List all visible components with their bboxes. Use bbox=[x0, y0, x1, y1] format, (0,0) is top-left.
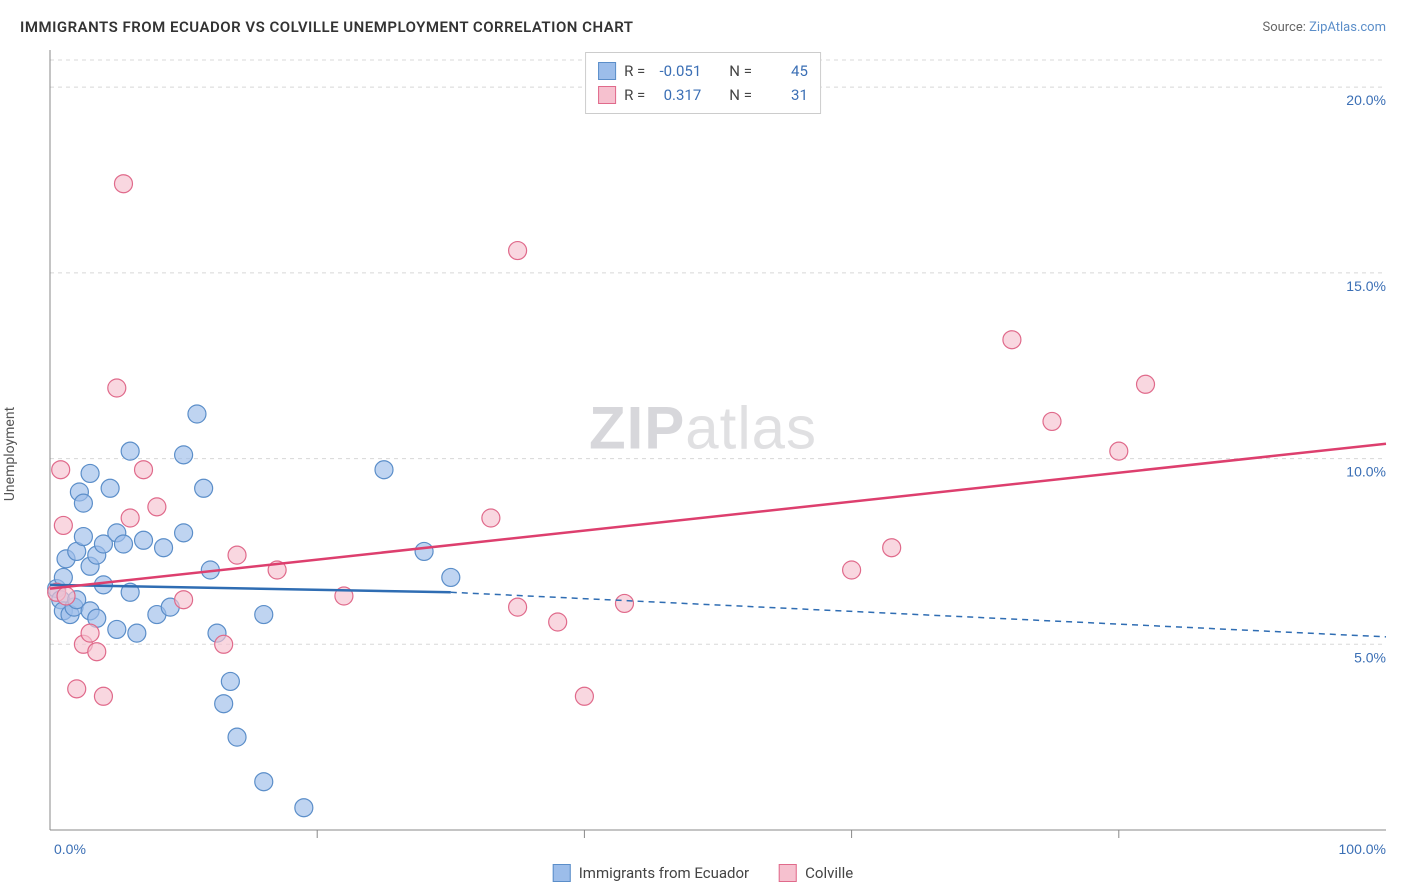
legend-row-ecuador: R = -0.051 N = 45 bbox=[598, 59, 808, 83]
swatch-colville bbox=[598, 86, 616, 104]
swatch-colville bbox=[779, 864, 797, 882]
legend-n-val-ecuador: 45 bbox=[760, 59, 808, 83]
legend-item-colville: Colville bbox=[779, 864, 853, 882]
swatch-ecuador bbox=[598, 62, 616, 80]
correlation-legend: R = -0.051 N = 45 R = 0.317 N = 31 bbox=[585, 52, 821, 114]
legend-item-ecuador: Immigrants from Ecuador bbox=[553, 864, 749, 882]
legend-n-label: N = bbox=[729, 83, 752, 107]
legend-r-label: R = bbox=[624, 83, 645, 107]
swatch-ecuador bbox=[553, 864, 571, 882]
svg-text:10.0%: 10.0% bbox=[1346, 464, 1386, 480]
scatter-chart: 5.0% 10.0% 15.0% 20.0% 0.0% 100.0% bbox=[0, 0, 1406, 892]
svg-text:20.0%: 20.0% bbox=[1346, 92, 1386, 108]
legend-r-val-ecuador: -0.051 bbox=[653, 59, 701, 83]
svg-text:15.0%: 15.0% bbox=[1346, 278, 1386, 294]
legend-n-label: N = bbox=[729, 59, 752, 83]
svg-text:100.0%: 100.0% bbox=[1339, 841, 1386, 857]
legend-row-colville: R = 0.317 N = 31 bbox=[598, 83, 808, 107]
series-legend: Immigrants from Ecuador Colville bbox=[553, 864, 854, 882]
legend-n-val-colville: 31 bbox=[760, 83, 808, 107]
legend-r-val-colville: 0.317 bbox=[653, 83, 701, 107]
svg-text:0.0%: 0.0% bbox=[54, 841, 86, 857]
svg-text:5.0%: 5.0% bbox=[1354, 649, 1386, 665]
legend-label-colville: Colville bbox=[805, 864, 853, 882]
legend-r-label: R = bbox=[624, 59, 645, 83]
legend-label-ecuador: Immigrants from Ecuador bbox=[579, 864, 749, 882]
